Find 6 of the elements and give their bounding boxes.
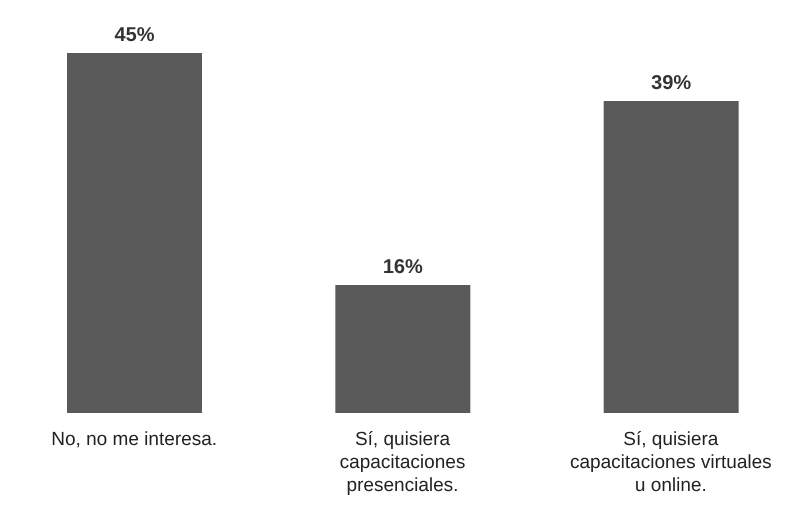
x-tick-label: Sí, quisiera capacitaciones presenciales. [340, 429, 466, 496]
x-tick-label: No, no me interesa. [51, 429, 218, 450]
data-label: 45% [114, 24, 155, 46]
data-label: 39% [651, 72, 692, 94]
data-label: 16% [382, 256, 424, 278]
x-tick-label: Sí, quisiera capacitaciones virtuales u online. [570, 429, 772, 496]
